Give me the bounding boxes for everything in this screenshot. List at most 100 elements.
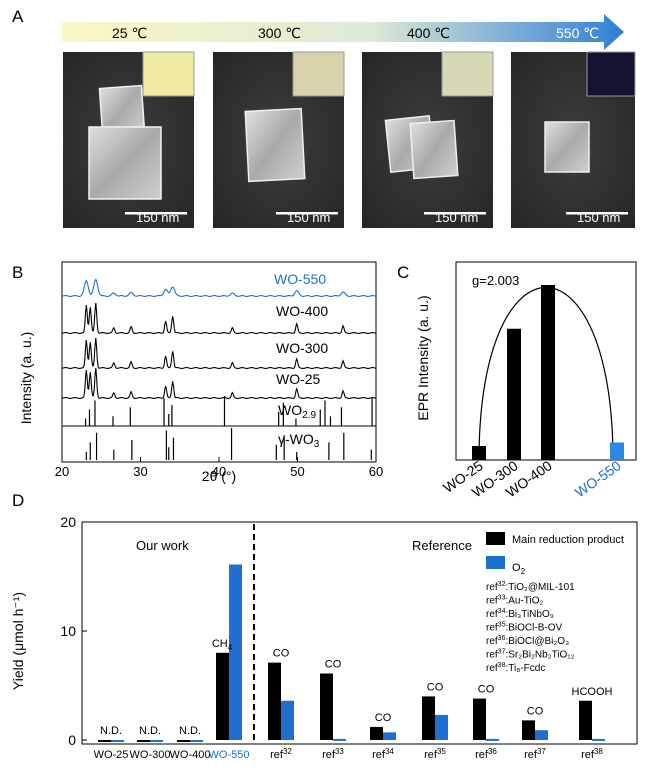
- panel-d-ylabel: Yield (μmol h⁻¹): [10, 592, 26, 690]
- panel-b-label: B: [12, 263, 23, 282]
- reference-entry: ref34:Bi₃TiNbO₉: [486, 608, 554, 620]
- panel-d: D Yield (μmol h⁻¹) Our work Reference Ma…: [10, 491, 638, 761]
- reference-entry: ref32:TiO₂@MIL-101: [486, 581, 575, 593]
- bar-o2-wo-400: [190, 740, 203, 742]
- bar-product-label: CO: [325, 659, 342, 671]
- legend-swatch-o2: [486, 556, 505, 569]
- bar-product-label: CO: [427, 681, 444, 693]
- bar-o2-wo-300: [150, 740, 163, 742]
- x-category-label: ref34: [372, 747, 394, 761]
- temp-label-550: 550 ℃: [556, 25, 599, 41]
- legend-label-o2: O2: [512, 562, 526, 576]
- epr-category-label: WO-550: [572, 457, 624, 500]
- x-category-label: WO-400: [170, 749, 211, 761]
- x-category-label: WO-25: [94, 749, 129, 761]
- panel-a: A 25 ℃ 300 ℃ 400 ℃ 550 ℃ 150 nm 150 nm: [12, 7, 636, 228]
- bar-o2-ref35: [435, 714, 448, 740]
- epr-bar-wo-550: [610, 442, 624, 460]
- bar-main-ref38: [579, 700, 592, 740]
- x-category-label: ref38: [581, 747, 603, 761]
- yield-bars: N.D. WO-25 N.D. WO-300 N.D. WO-400 CH4 WO-550 CO…: [94, 564, 613, 761]
- x-tick-label: 30: [133, 464, 147, 479]
- x-category-label: WO-550: [209, 749, 250, 761]
- temp-label-25: 25 ℃: [112, 25, 147, 41]
- powder-inset-25: [142, 51, 195, 97]
- panel-b-frame: [61, 261, 377, 463]
- scale-bar-label: 150 nm: [435, 210, 478, 225]
- bar-main-ref35: [422, 696, 435, 740]
- panel-d-label: D: [12, 491, 24, 510]
- bar-main-wo-300: [137, 740, 150, 742]
- sem-image-300: 150 nm: [213, 51, 345, 228]
- trace-label-wo-300: WO-300: [276, 340, 328, 356]
- legend-swatch-main: [486, 532, 505, 545]
- g-value-annotation: g=2.003: [472, 273, 519, 288]
- bar-product-label: CO: [478, 684, 495, 696]
- bar-product-label: N.D.: [179, 725, 201, 737]
- panel-c: C EPR Intensity (a. u.) g=2.003 WO-25WO-…: [397, 261, 637, 500]
- section-reference: Reference: [412, 538, 472, 553]
- bar-main-ref32: [268, 662, 281, 740]
- section-our-work: Our work: [136, 538, 189, 553]
- temperature-arrow: [62, 14, 624, 50]
- panel-a-label: A: [12, 7, 24, 26]
- panel-b: B Intensity (a. u.) 20 30 40 50 60 WO-550 WO…: [12, 261, 383, 484]
- trace-label-wo-550: WO-550: [274, 271, 326, 287]
- bar-product-label: CO: [273, 648, 290, 660]
- scale-bar-label: 150 nm: [136, 210, 179, 225]
- legend-label-main: Main reduction product: [512, 534, 624, 546]
- xrd-trace-wo-25: [61, 367, 377, 399]
- powder-inset-550: [586, 51, 636, 97]
- scale-bar-label: 150 nm: [287, 210, 330, 225]
- bar-o2-wo-550: [229, 564, 242, 740]
- scale-bar-label: 150 nm: [577, 210, 620, 225]
- x-category-label: ref36: [475, 747, 497, 761]
- panel-b-x-axis: 20 30 40 50 60: [55, 457, 383, 479]
- bar-o2-ref33: [333, 738, 346, 741]
- bar-product-label: CH4: [212, 638, 233, 652]
- xrd-traces: [61, 278, 377, 399]
- reference-entry: ref35:BiOCl-B-OV: [486, 622, 562, 634]
- bar-product-label: N.D.: [139, 725, 161, 737]
- epr-bar-wo-25: [472, 446, 486, 460]
- bar-main-ref33: [320, 673, 333, 740]
- x-tick-label: 60: [369, 464, 383, 479]
- xrd-trace-wo-300: [61, 337, 377, 369]
- reference-list: ref32:TiO₂@MIL-101 ref33:Au-TiO₂ref34:Bi₃…: [486, 581, 575, 674]
- bar-main-wo-550: [216, 652, 229, 740]
- bar-product-label: HCOOH: [572, 686, 613, 698]
- epr-bar-wo-300: [507, 328, 521, 460]
- powder-inset-400: [441, 51, 494, 97]
- bar-main-ref37: [522, 720, 535, 740]
- bar-main-wo-25: [98, 740, 111, 742]
- bar-product-label: N.D.: [100, 725, 122, 737]
- reference-entry: ref38:Ti₈-Fcdc: [486, 662, 545, 674]
- x-tick-label: 40: [212, 464, 226, 479]
- sem-image-25: 150 nm: [63, 51, 195, 228]
- epr-bar-wo-400: [541, 285, 555, 460]
- x-category-label: ref32: [270, 747, 292, 761]
- x-category-label: ref37: [524, 747, 546, 761]
- bar-o2-wo-25: [111, 740, 124, 742]
- bar-o2-ref38: [592, 738, 605, 741]
- powder-inset-300: [292, 51, 345, 97]
- bar-product-label: CO: [375, 712, 392, 724]
- panel-c-label: C: [397, 263, 409, 282]
- reference-entry: ref37:Sr₂Bi₂Nb₂TiO₁₂: [486, 649, 575, 661]
- panel-c-ylabel: EPR Intensity (a. u.): [415, 295, 431, 420]
- reference-entry: ref33:Au-TiO₂: [486, 595, 544, 607]
- bar-main-wo-400: [177, 740, 190, 742]
- sem-image-550: 150 nm: [511, 51, 636, 228]
- x-category-label: ref33: [322, 747, 344, 761]
- bar-main-ref36: [473, 698, 486, 740]
- x-category-label: ref35: [424, 747, 446, 761]
- trace-label-wo-400: WO-400: [276, 303, 328, 319]
- reference-ticks: [84, 396, 373, 460]
- trace-label-wo-25: WO-25: [276, 371, 321, 387]
- reference-entry: ref36:BiOCl@Bi₂O₃: [486, 635, 569, 647]
- y-tick-label: 0: [68, 732, 76, 748]
- x-tick-label: 20: [55, 464, 69, 479]
- sem-image-400: 150 nm: [362, 51, 494, 228]
